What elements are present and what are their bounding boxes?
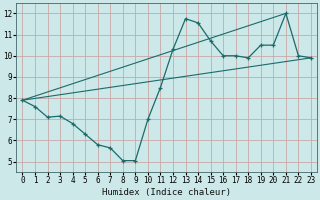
X-axis label: Humidex (Indice chaleur): Humidex (Indice chaleur): [102, 188, 231, 197]
